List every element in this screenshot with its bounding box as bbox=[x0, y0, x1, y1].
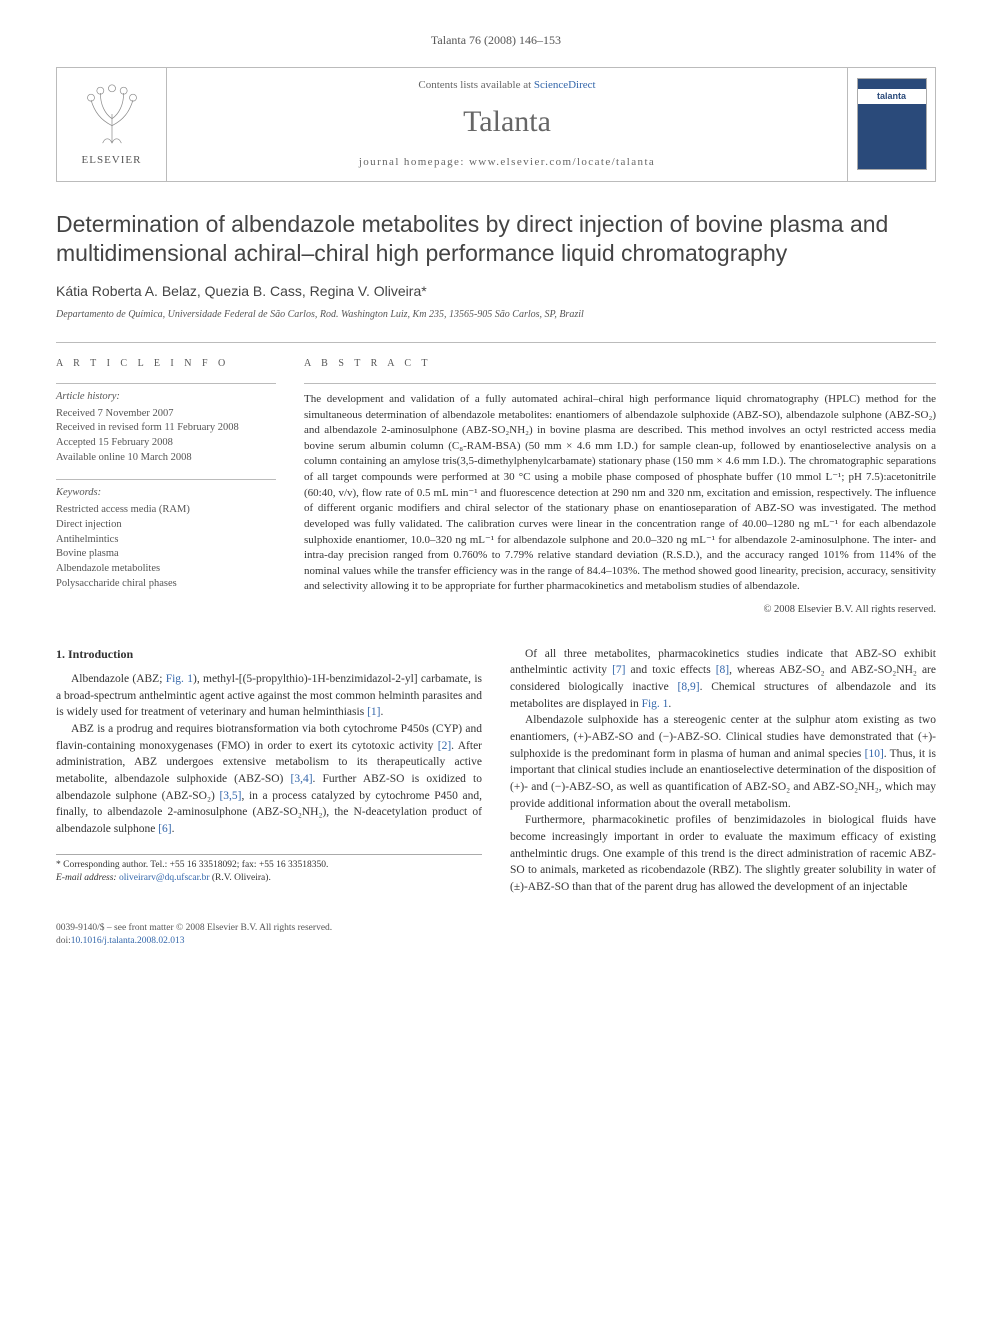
figure-link[interactable]: Fig. 1 bbox=[166, 673, 193, 685]
journal-homepage-line: journal homepage: www.elsevier.com/locat… bbox=[175, 155, 839, 170]
abstract-text: The development and validation of a full… bbox=[304, 383, 936, 595]
citation-link[interactable]: [3,5] bbox=[219, 790, 241, 802]
abstract-column: A B S T R A C T The development and vali… bbox=[304, 343, 936, 618]
history-label: Article history: bbox=[56, 390, 276, 405]
meta-abstract-row: A R T I C L E I N F O Article history: R… bbox=[56, 342, 936, 618]
citation-link[interactable]: [6] bbox=[158, 823, 171, 835]
citation-link[interactable]: [7] bbox=[612, 664, 625, 676]
figure-link[interactable]: Fig. 1 bbox=[642, 698, 669, 710]
keyword: Restricted access media (RAM) bbox=[56, 503, 276, 518]
body-two-column: 1. Introduction Albendazole (ABZ; Fig. 1… bbox=[56, 646, 936, 896]
footnote-corr: * Corresponding author. Tel.: +55 16 335… bbox=[56, 859, 482, 872]
contents-available-line: Contents lists available at ScienceDirec… bbox=[175, 78, 839, 93]
elsevier-tree-icon bbox=[77, 79, 147, 149]
email-link[interactable]: oliveirarv@dq.ufscar.br bbox=[119, 873, 210, 883]
text-run: Albendazole (ABZ; bbox=[71, 673, 166, 685]
citation-link[interactable]: [2] bbox=[438, 740, 451, 752]
contents-prefix: Contents lists available at bbox=[418, 79, 533, 91]
homepage-prefix: journal homepage: bbox=[359, 156, 469, 168]
keyword: Albendazole metabolites bbox=[56, 562, 276, 577]
history-revised: Received in revised form 11 February 200… bbox=[56, 421, 276, 436]
footnote-email-line: E-mail address: oliveirarv@dq.ufscar.br … bbox=[56, 872, 482, 885]
article-title: Determination of albendazole metabolites… bbox=[56, 210, 936, 269]
homepage-url[interactable]: www.elsevier.com/locate/talanta bbox=[469, 156, 655, 168]
article-history-block: Article history: Received 7 November 200… bbox=[56, 383, 276, 465]
journal-cover-thumb: talanta bbox=[857, 78, 927, 170]
text-run: ABZ is a prodrug and requires biotransfo… bbox=[56, 723, 482, 752]
text-run: . bbox=[668, 698, 671, 710]
citation-link[interactable]: [3,4] bbox=[290, 773, 312, 785]
email-suffix: (R.V. Oliveira). bbox=[210, 873, 271, 883]
article-info-column: A R T I C L E I N F O Article history: R… bbox=[56, 343, 276, 618]
cover-thumbnail-cell: talanta bbox=[847, 68, 935, 181]
footer-front-matter: 0039-9140/$ – see front matter © 2008 El… bbox=[56, 922, 936, 935]
intro-para-1: Albendazole (ABZ; Fig. 1), methyl-[(5-pr… bbox=[56, 671, 482, 721]
doi-link[interactable]: 10.1016/j.talanta.2008.02.013 bbox=[71, 936, 185, 946]
header-center: Contents lists available at ScienceDirec… bbox=[167, 68, 847, 181]
citation-link[interactable]: [8,9] bbox=[678, 681, 700, 693]
affiliation: Departamento de Química, Universidade Fe… bbox=[56, 308, 936, 322]
page-footer: 0039-9140/$ – see front matter © 2008 El… bbox=[56, 922, 936, 948]
author-list: Kátia Roberta A. Belaz, Quezia B. Cass, … bbox=[56, 282, 936, 302]
intro-para-5: Furthermore, pharmacokinetic profiles of… bbox=[510, 812, 936, 895]
citation-line: Talanta 76 (2008) 146–153 bbox=[56, 32, 936, 49]
abstract-copyright: © 2008 Elsevier B.V. All rights reserved… bbox=[304, 603, 936, 618]
cover-label: talanta bbox=[858, 89, 926, 104]
sciencedirect-link[interactable]: ScienceDirect bbox=[534, 79, 596, 91]
text-run: . bbox=[172, 823, 175, 835]
keywords-block: Keywords: Restricted access media (RAM) … bbox=[56, 479, 276, 591]
article-info-heading: A R T I C L E I N F O bbox=[56, 357, 276, 371]
publisher-logo-cell: ELSEVIER bbox=[57, 68, 167, 181]
text-run: . bbox=[380, 706, 383, 718]
history-received: Received 7 November 2007 bbox=[56, 407, 276, 422]
abstract-heading: A B S T R A C T bbox=[304, 357, 936, 371]
journal-name: Talanta bbox=[175, 101, 839, 143]
journal-header-box: ELSEVIER Contents lists available at Sci… bbox=[56, 67, 936, 182]
footer-doi-line: doi:10.1016/j.talanta.2008.02.013 bbox=[56, 935, 936, 948]
intro-para-2: ABZ is a prodrug and requires biotransfo… bbox=[56, 721, 482, 838]
text-run: and toxic effects bbox=[626, 664, 716, 676]
history-online: Available online 10 March 2008 bbox=[56, 451, 276, 466]
intro-para-4: Albendazole sulphoxide has a stereogenic… bbox=[510, 712, 936, 812]
section-1-heading: 1. Introduction bbox=[56, 646, 482, 663]
publisher-name: ELSEVIER bbox=[82, 153, 142, 168]
doi-prefix: doi: bbox=[56, 936, 71, 946]
citation-link[interactable]: [10] bbox=[865, 748, 884, 760]
keyword: Polysaccharide chiral phases bbox=[56, 577, 276, 592]
email-label: E-mail address: bbox=[56, 873, 119, 883]
intro-para-3: Of all three metabolites, pharmacokineti… bbox=[510, 646, 936, 713]
citation-link[interactable]: [1] bbox=[367, 706, 380, 718]
history-accepted: Accepted 15 February 2008 bbox=[56, 436, 276, 451]
keyword: Direct injection bbox=[56, 518, 276, 533]
keyword: Bovine plasma bbox=[56, 547, 276, 562]
citation-link[interactable]: [8] bbox=[716, 664, 729, 676]
keyword: Antihelmintics bbox=[56, 533, 276, 548]
keywords-label: Keywords: bbox=[56, 486, 276, 501]
corresponding-author-footnote: * Corresponding author. Tel.: +55 16 335… bbox=[56, 854, 482, 885]
